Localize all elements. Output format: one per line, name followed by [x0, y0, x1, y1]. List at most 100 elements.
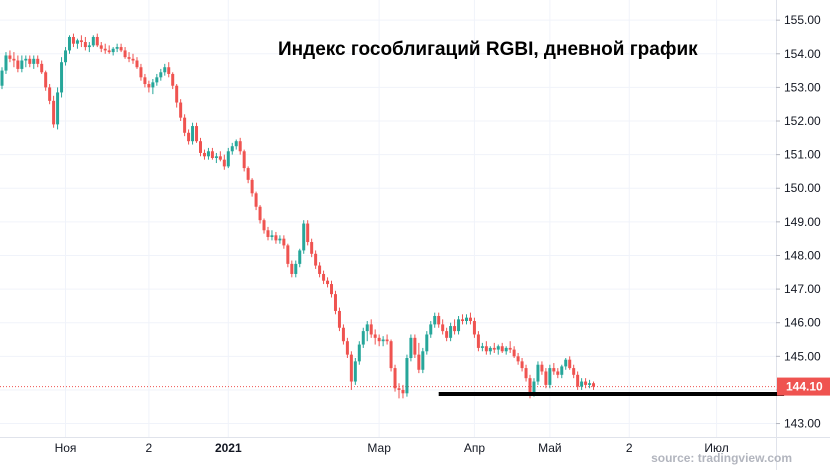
time-tick-label: 2021 [215, 441, 242, 455]
candle-body [28, 58, 32, 64]
candle-body [476, 334, 480, 348]
candle [310, 238, 314, 258]
candle [560, 364, 564, 379]
price-tick-label: 148.00 [784, 248, 821, 262]
candle-body [385, 339, 389, 342]
candle [99, 42, 103, 53]
candle-body [413, 337, 417, 355]
candle [405, 354, 409, 397]
candle-body [377, 337, 381, 342]
candle [361, 327, 365, 348]
candle [218, 151, 222, 162]
candle [377, 334, 381, 347]
candle-body [306, 223, 310, 243]
candle-body [147, 84, 151, 88]
time-tick-label: 2 [146, 441, 153, 455]
candle-body [381, 339, 385, 342]
candle-body [349, 354, 353, 382]
candle [401, 384, 405, 399]
candle-body [270, 235, 274, 237]
candle [413, 334, 417, 359]
candle-body [139, 67, 143, 78]
candle-body [183, 117, 187, 133]
candle-body [127, 57, 131, 59]
candle-body [238, 141, 242, 152]
candle-body [592, 383, 596, 387]
candle-body [560, 366, 564, 375]
candle-body [32, 58, 36, 64]
candle [421, 347, 425, 374]
candle-body [528, 378, 532, 394]
candle [187, 129, 191, 145]
candle [8, 50, 12, 63]
candle-body [12, 58, 16, 61]
candle-body [461, 319, 465, 322]
candle-body [24, 58, 28, 61]
candle-body [337, 310, 341, 328]
time-tick-label: Май [538, 441, 562, 455]
candle [266, 226, 270, 241]
candle [520, 358, 524, 372]
candle-body [8, 55, 12, 59]
candle [56, 87, 60, 130]
candle [282, 235, 286, 249]
candle-body [111, 48, 115, 53]
candle [242, 149, 246, 172]
candle [500, 342, 504, 353]
candle [472, 317, 476, 338]
candle-body [230, 146, 234, 152]
candle-body [393, 368, 397, 389]
candle [445, 327, 449, 342]
candle [0, 67, 4, 90]
candle [584, 378, 588, 389]
candle-body [246, 168, 250, 180]
candle [516, 352, 520, 365]
candle-body [191, 126, 195, 142]
candle [214, 152, 218, 164]
candle [504, 346, 508, 355]
candle-body [576, 374, 580, 387]
candle [195, 122, 199, 143]
candle-body [588, 383, 592, 385]
candle [44, 70, 48, 91]
candle-body [155, 77, 159, 83]
time-tick-label: Апр [464, 441, 486, 455]
candle [258, 205, 262, 224]
candle-body [584, 381, 588, 385]
candle [163, 63, 167, 76]
candle-body [67, 36, 71, 51]
candle [139, 63, 143, 81]
candle-body [488, 347, 492, 352]
candle-body [472, 321, 476, 335]
candle [306, 220, 310, 246]
candle-body [20, 60, 24, 69]
candle-body [40, 63, 44, 73]
candle-body [56, 92, 60, 125]
candle-body [373, 334, 377, 338]
candle [476, 331, 480, 352]
candle-body [159, 72, 163, 78]
candle-body [79, 40, 83, 43]
candle-body [234, 141, 238, 147]
candle [572, 364, 576, 379]
candle-body [44, 72, 48, 88]
candle [222, 154, 226, 170]
candle [20, 55, 24, 73]
candle [592, 381, 596, 390]
candle-body [441, 324, 445, 332]
candle [302, 220, 306, 254]
candle-body [564, 359, 568, 367]
candle-body [91, 36, 95, 46]
candle [230, 142, 234, 155]
candle [119, 43, 123, 53]
candle-body [16, 60, 20, 69]
candle-body [171, 73, 175, 86]
candle [298, 248, 302, 268]
candles [0, 33, 596, 399]
candle-body [496, 346, 500, 350]
candle [64, 47, 68, 66]
candle [274, 231, 278, 244]
time-tick-label: Ноя [55, 441, 77, 455]
candle [147, 80, 151, 93]
candle [536, 361, 540, 385]
